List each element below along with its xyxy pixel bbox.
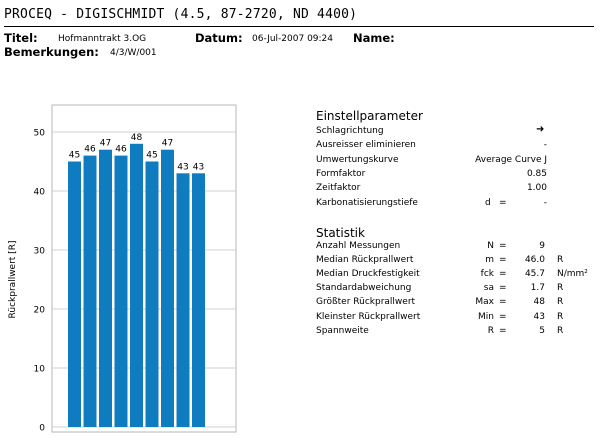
stat-item-value: 43 xyxy=(533,311,545,322)
stat-item-unit: R xyxy=(557,325,564,336)
settings-item-label: Zeitfaktor xyxy=(316,183,361,194)
stat-item-symbol: fck xyxy=(480,269,494,280)
y-tick-label: 10 xyxy=(34,365,46,375)
settings-item-value: 1.00 xyxy=(526,183,547,194)
settings-item-label: Schlagrichtung xyxy=(316,126,384,136)
bar-value-label: 48 xyxy=(131,133,143,143)
bar-value-label: 47 xyxy=(100,139,111,149)
stat-item-symbol: N xyxy=(487,241,494,251)
stat-item-symbol: Min xyxy=(478,311,494,322)
bemerkungen-label: Bemerkungen: xyxy=(4,45,99,59)
stat-item-equals: = xyxy=(499,283,507,294)
name-label: Name: xyxy=(353,31,395,45)
y-tick-label: 0 xyxy=(39,424,45,434)
bar-value-label: 45 xyxy=(146,151,157,161)
datum-value: 06-Jul-2007 09:24 xyxy=(252,34,334,44)
datum-label: Datum: xyxy=(195,31,243,45)
stat-item-unit: R xyxy=(557,311,564,322)
bar-value-label: 46 xyxy=(84,145,96,155)
stat-item-label: Größter Rückprallwert xyxy=(316,297,416,308)
bar xyxy=(145,161,159,427)
bar xyxy=(83,155,97,427)
stat-item-equals: = xyxy=(499,255,507,266)
titel-label: Titel: xyxy=(4,31,38,45)
stat-item-equals: = xyxy=(499,325,507,336)
settings-item-value: - xyxy=(543,197,547,208)
bar xyxy=(161,149,174,427)
bar xyxy=(68,161,81,427)
stat-item-value: 5 xyxy=(539,325,545,336)
settings-item-equals: = xyxy=(499,197,507,208)
stat-item-unit: N/mm² xyxy=(557,269,588,280)
y-axis-label: Rückprallwert [R] xyxy=(8,241,18,319)
plot-frame xyxy=(51,104,237,433)
bar xyxy=(114,155,128,427)
stat-item-label: Anzahl Messungen xyxy=(316,241,401,251)
settings-item-symbol: d xyxy=(485,197,491,208)
bar-value-label: 46 xyxy=(115,145,127,155)
stat-item-value: 45.7 xyxy=(524,269,545,280)
stat-item-value: 48 xyxy=(533,297,545,308)
settings-item-value: Average Curve J xyxy=(475,154,547,165)
settings-item-value: 0.85 xyxy=(526,168,547,179)
bar-value-label: 43 xyxy=(193,162,204,172)
stat-item-equals: = xyxy=(499,241,507,251)
bar-value-label: 43 xyxy=(177,162,188,172)
stat-item-symbol: sa xyxy=(483,283,494,294)
settings-item-value: - xyxy=(543,140,547,151)
stat-item-equals: = xyxy=(499,297,507,308)
stat-item-unit: R xyxy=(557,255,564,266)
titel-value: Hofmanntrakt 3.OG xyxy=(58,34,147,44)
settings-item-label: Karbonatisierungstiefe xyxy=(316,197,418,208)
y-tick-label: 30 xyxy=(34,247,46,257)
y-tick-label: 50 xyxy=(34,129,46,139)
stat-item-label: Kleinster Rückprallwert xyxy=(316,311,421,322)
stat-item-label: Standardabweichung xyxy=(316,283,412,294)
y-tick-label: 20 xyxy=(34,306,46,316)
stat-item-symbol: m xyxy=(485,255,494,266)
stat-item-label: Spannweite xyxy=(316,325,369,336)
bar xyxy=(130,143,143,428)
stat-item-label: Median Druckfestigkeit xyxy=(316,269,420,280)
report-title: PROCEQ - DIGISCHMIDT (4.5, 87-2720, ND 4… xyxy=(4,7,358,22)
stat-item-value: 1.7 xyxy=(530,283,545,294)
y-tick-label: 40 xyxy=(34,188,46,198)
stat-item-value: 46.0 xyxy=(524,255,545,266)
stat-item-unit: R xyxy=(557,297,564,308)
settings-item-label: Umwertungskurve xyxy=(316,154,399,165)
stat-item-unit: R xyxy=(557,283,564,294)
settings-item-label: Formfaktor xyxy=(316,168,366,179)
bar xyxy=(176,173,190,427)
settings-item-label: Ausreisser eliminieren xyxy=(316,140,416,151)
bar-value-label: 45 xyxy=(69,151,80,161)
bar xyxy=(192,173,205,427)
bar xyxy=(99,149,112,427)
stat-item-equals: = xyxy=(499,269,507,280)
stat-item-symbol: R xyxy=(487,325,494,336)
stat-item-symbol: Max xyxy=(475,297,494,308)
stat-item-value: 9 xyxy=(539,241,545,251)
bar-value-label: 47 xyxy=(162,139,173,149)
bemerkungen-value: 4/3/W/001 xyxy=(110,48,157,58)
stat-item-equals: = xyxy=(499,311,507,322)
settings-heading: Einstellparameter xyxy=(316,109,423,123)
statistics-heading: Statistik xyxy=(316,226,365,240)
title-divider xyxy=(4,26,594,27)
stat-item-label: Median Rückprallwert xyxy=(316,255,414,266)
arrow-right-icon: ➜ xyxy=(536,124,545,135)
